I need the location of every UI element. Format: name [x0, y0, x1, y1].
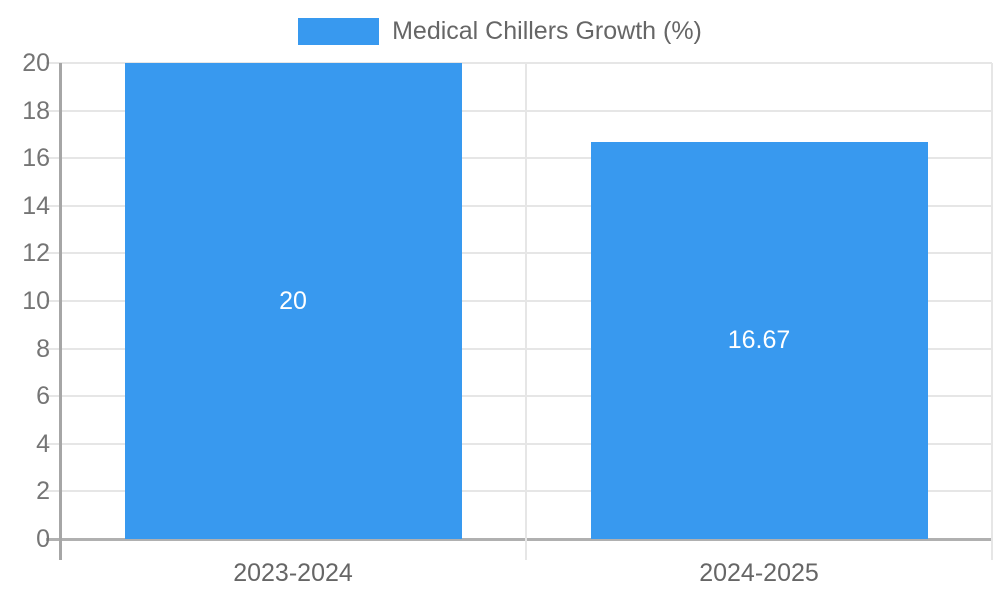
category-boundary-line-2	[991, 63, 993, 560]
y-tick-label-0: 0	[36, 525, 50, 553]
y-tick-label-16: 16	[22, 144, 50, 173]
legend-label: Medical Chillers Growth (%)	[392, 17, 702, 45]
y-tick-label-12: 12	[22, 239, 50, 268]
gridline-y18	[46, 109, 992, 112]
x-tick-label-2023-2024: 2023-2024	[233, 559, 353, 587]
y-tick-label-18: 18	[22, 96, 50, 125]
gridline-y6	[46, 395, 992, 398]
y-tick-label-6: 6	[36, 382, 50, 411]
gridline-y2	[46, 490, 992, 493]
y-tick-label-10: 10	[22, 287, 50, 315]
gridline-y16	[46, 157, 992, 160]
x-tick-label-2024-2025: 2024-2025	[699, 559, 819, 587]
gridline-y4	[46, 442, 992, 445]
gridline-y8	[46, 347, 992, 350]
y-axis-line	[58, 63, 62, 560]
category-boundary-line-1	[525, 63, 527, 560]
y-tick-label-14: 14	[22, 191, 50, 220]
gridline-y10	[46, 300, 992, 302]
y-tick-label-2: 2	[36, 477, 50, 506]
gridline-y20	[46, 62, 992, 64]
gridline-y14	[46, 204, 992, 207]
bar-value-label: 20	[279, 286, 307, 315]
chart-legend[interactable]: Medical Chillers Growth (%)	[0, 18, 1000, 45]
gridline-y12	[46, 252, 992, 255]
y-tick-label-20: 20	[22, 49, 50, 77]
legend-swatch-icon	[298, 18, 380, 45]
bar-2024-2025: 16.67	[590, 142, 928, 539]
y-tick-label-8: 8	[36, 334, 50, 363]
bar-2023-2024: 20	[124, 63, 462, 539]
y-tick-label-4: 4	[36, 429, 50, 458]
x-axis-line	[46, 537, 992, 541]
bar-value-label: 16.67	[727, 326, 791, 355]
